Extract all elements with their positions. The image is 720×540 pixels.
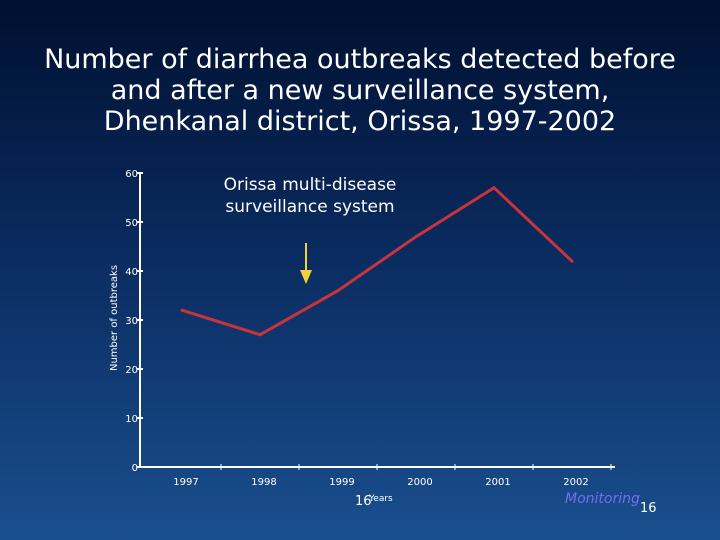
x-tick-label: 1999 xyxy=(329,477,354,488)
y-tick-label: 60 xyxy=(125,169,138,180)
y-tick-label: 30 xyxy=(125,316,138,327)
y-axis-label: Number of outbreaks xyxy=(109,265,120,371)
slide-number: 16 xyxy=(355,494,372,509)
surveillance-annotation: Orissa multi-disease surveillance system xyxy=(195,174,425,218)
series-line xyxy=(181,185,574,337)
annotation-line-2: surveillance system xyxy=(225,197,395,217)
data-point xyxy=(492,186,496,190)
footer-label: Monitoring xyxy=(565,491,640,507)
title-line-1: Number of diarrhea outbreaks detected be… xyxy=(44,44,676,75)
title-line-2: and after a new surveillance system, xyxy=(110,75,610,106)
y-tick-label: 20 xyxy=(125,365,138,376)
x-tick-label: 1998 xyxy=(251,477,276,488)
x-tick-label: 1997 xyxy=(173,477,198,488)
chart-title: Number of diarrhea outbreaks detected be… xyxy=(20,44,700,137)
y-tick-label: 0 xyxy=(132,463,138,474)
annotation-arrow-head xyxy=(300,270,312,284)
title-line-3: Dhenkanal district, Orissa, 1997-2002 xyxy=(103,106,617,137)
y-tick-label: 10 xyxy=(125,414,138,425)
x-tick-label: 2000 xyxy=(407,477,432,488)
x-tick-label: 2001 xyxy=(485,477,510,488)
data-point xyxy=(336,289,340,293)
y-tick-label: 50 xyxy=(125,218,138,229)
data-point xyxy=(570,259,574,263)
y-tick-label: 40 xyxy=(125,267,138,278)
data-point xyxy=(414,235,418,239)
x-tick-label: 2002 xyxy=(563,477,588,488)
data-point xyxy=(258,333,262,337)
annotation-line-1: Orissa multi-disease xyxy=(223,175,397,195)
data-point xyxy=(180,308,184,312)
x-axis-label: Years xyxy=(368,494,393,504)
footer-number: 16 xyxy=(640,501,657,516)
